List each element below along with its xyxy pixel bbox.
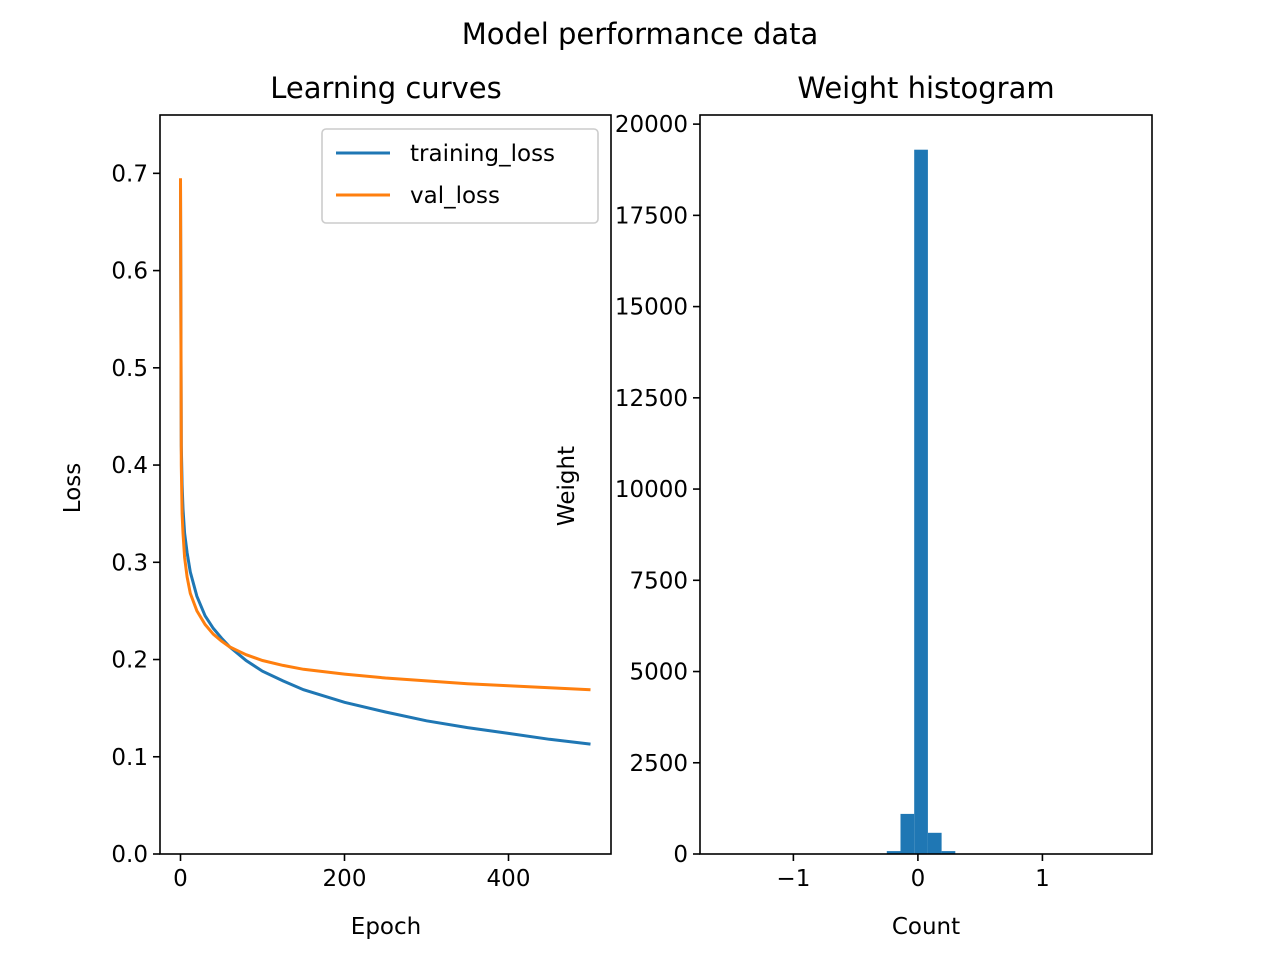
x-tick-label: 0: [911, 866, 926, 892]
legend-box: [321, 128, 599, 224]
legend-label-training-loss: training_loss: [410, 141, 555, 167]
y-tick-label: 15000: [615, 295, 688, 321]
learning-curves-ticks: 0 200 400 0.0 0.1 0.2 0.3 0.4 0.5 0.6 0.7: [111, 161, 530, 892]
y-tick-label: 0.4: [111, 453, 148, 479]
y-tick-label: 20000: [615, 112, 688, 138]
y-tick-label: 0.2: [111, 648, 148, 674]
y-tick-label: 5000: [629, 660, 688, 686]
histogram-bar: [900, 813, 915, 854]
histogram-bar: [941, 851, 956, 854]
x-tick-label: 200: [323, 866, 367, 892]
learning-curves-title: Learning curves: [270, 71, 501, 105]
histogram-bar: [927, 832, 942, 854]
weight-histogram-title: Weight histogram: [797, 71, 1054, 105]
y-tick-label: 17500: [615, 203, 688, 229]
weight-histogram-xlabel: Count: [892, 914, 960, 940]
y-tick-label: 0.5: [111, 356, 148, 382]
y-tick-label: 2500: [629, 751, 688, 777]
weight-histogram-frame: [699, 114, 1153, 855]
y-tick-label: 7500: [629, 568, 688, 594]
y-tick-label: 0: [673, 842, 688, 868]
histogram-bar: [914, 149, 928, 854]
legend: training_loss val_loss: [321, 128, 599, 224]
learning-curves-xlabel: Epoch: [351, 914, 421, 940]
learning-curves-axes: Learning curves Epoch Loss 0 200 400 0.0 0.1…: [60, 71, 612, 940]
figure-suptitle: Model performance data: [462, 17, 819, 51]
legend-label-val-loss: val_loss: [410, 183, 500, 209]
weight-histogram-ylabel: Weight: [554, 446, 580, 526]
histogram-bar: [886, 851, 901, 854]
y-tick-label: 10000: [615, 477, 688, 503]
learning-curves-ylabel: Loss: [60, 463, 86, 513]
y-tick-label: 0.1: [111, 745, 148, 771]
x-tick-label: 0: [173, 866, 188, 892]
y-tick-label: 0.6: [111, 259, 148, 285]
weight-histogram-axes: Weight histogram Count Weight −1 0 1 0 2500 5…: [554, 71, 1153, 940]
x-tick-label: 1: [1035, 866, 1050, 892]
y-tick-label: 0.0: [111, 842, 148, 868]
y-tick-label: 0.3: [111, 550, 148, 576]
weight-histogram-ticks: −1 0 1 0 2500 5000 7500 10000 12500 15000 17500 200…: [615, 112, 1050, 892]
learning-curves-marks: [179, 178, 591, 746]
x-tick-label: −1: [776, 866, 810, 892]
y-tick-label: 12500: [615, 386, 688, 412]
series-line-training-loss: [179, 183, 591, 746]
y-tick-label: 0.7: [111, 161, 148, 187]
x-tick-label: 400: [487, 866, 531, 892]
series-line-val-loss: [179, 178, 591, 692]
learning-curves-frame: [159, 114, 612, 855]
weight-histogram-marks: [886, 149, 956, 854]
